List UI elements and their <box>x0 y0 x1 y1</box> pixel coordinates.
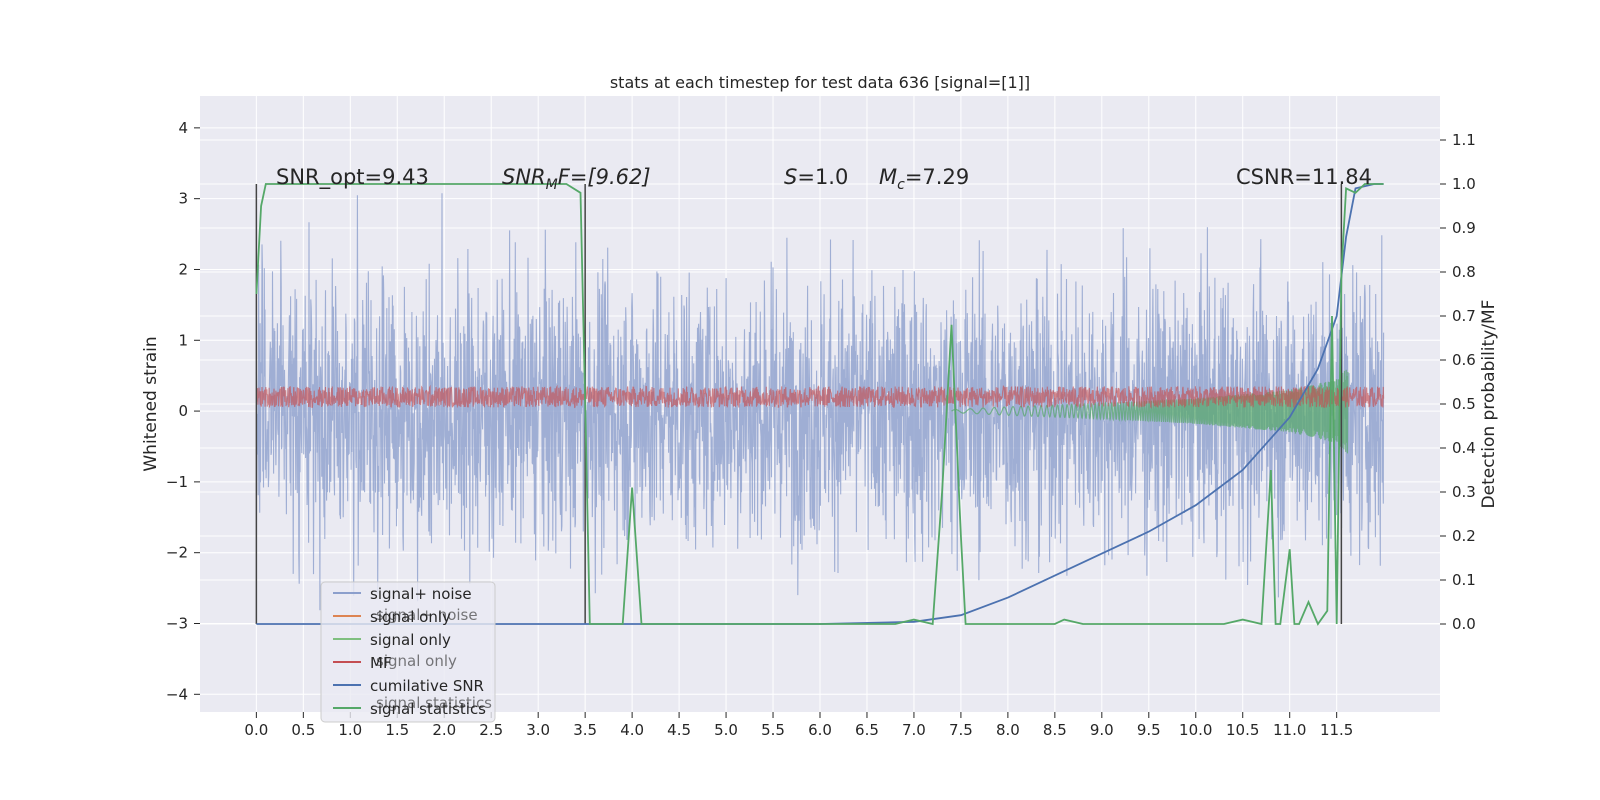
series-lines <box>255 183 1384 626</box>
y-right-tick-label: 1.1 <box>1452 131 1476 149</box>
annotation-s-value: S=1.0 <box>784 165 848 189</box>
x-tick-label: 4.0 <box>620 721 644 739</box>
x-tick-label: 3.5 <box>573 721 597 739</box>
x-tick-label: 1.0 <box>338 721 362 739</box>
x-tick-label: 2.5 <box>479 721 503 739</box>
mf-line <box>255 384 1385 409</box>
series-mf <box>255 384 1385 409</box>
legend-box <box>320 581 496 723</box>
legend-ghost-label: signal+ noise <box>376 606 478 624</box>
x-axis: 0.0 0.5 1.0 1.5 2.0 2.5 3.0 3.5 4.0 4.5 5.0 5.5 6.0 6… <box>244 712 1353 739</box>
annotation-csnr: CSNR=11.84 <box>1236 165 1372 189</box>
series-signal-plus-noise <box>255 193 1385 611</box>
y-right-tick-label: 0.5 <box>1452 395 1476 413</box>
y-tick-label: −2 <box>166 544 188 562</box>
x-tick-label: 6.0 <box>808 721 832 739</box>
y-right-tick-label: 0.3 <box>1452 483 1476 501</box>
signal-plus-noise-line <box>255 193 1385 611</box>
legend-ghost-label: signal only <box>376 652 457 670</box>
y-axis-label-left: Whitened strain <box>141 336 161 471</box>
annotation-mc-value: Mc=7.29 <box>879 165 969 193</box>
x-tick-label: 3.0 <box>526 721 550 739</box>
y-right-tick-label: 0.9 <box>1452 219 1476 237</box>
y-right-tick-label: 1.0 <box>1452 175 1476 193</box>
annotation-snr-mf: SNRMF=[9.62] <box>502 165 651 193</box>
y-right-tick-label: 0.8 <box>1452 263 1476 281</box>
y-tick-label: 0 <box>178 402 188 420</box>
legend-label-mf: MF <box>370 654 392 672</box>
y-right-tick-label: 0.7 <box>1452 307 1476 325</box>
y-right-tick-label: 0.6 <box>1452 351 1476 369</box>
x-tick-label: 4.5 <box>667 721 691 739</box>
x-tick-label: 8.0 <box>996 721 1020 739</box>
signal-statistics-line <box>255 183 1384 626</box>
x-tick-label: 9.0 <box>1090 721 1114 739</box>
legend-label-signal-plus-noise: signal+ noise <box>370 585 472 603</box>
x-tick-label: 10.0 <box>1179 721 1212 739</box>
x-tick-label: 6.5 <box>855 721 879 739</box>
x-tick-label: 5.5 <box>761 721 785 739</box>
y-tick-label: −4 <box>166 685 188 703</box>
x-tick-label: 9.5 <box>1137 721 1161 739</box>
grid-lines <box>200 96 1440 712</box>
y-tick-label: −3 <box>166 614 188 632</box>
y-axis-right: 0.0 0.1 0.2 0.3 0.4 0.5 0.6 0.7 0.8 0.9 1.0 1.1 <box>1440 131 1476 633</box>
x-tick-label: 8.5 <box>1043 721 1067 739</box>
legend-label-signal-statistics: signal statistics <box>370 700 486 718</box>
x-tick-label: 2.0 <box>432 721 456 739</box>
x-tick-label: 5.0 <box>714 721 738 739</box>
y-tick-label: 4 <box>178 119 188 137</box>
x-tick-label: 7.0 <box>902 721 926 739</box>
legend-ghost-label: signal statistics <box>376 694 492 712</box>
annotation-snr-opt: SNR_opt=9.43 <box>276 165 429 190</box>
legend-label-signal-only-green: signal only <box>370 631 451 649</box>
y-tick-label: −1 <box>166 473 188 491</box>
x-tick-label: 10.5 <box>1226 721 1259 739</box>
y-right-tick-label: 0.2 <box>1452 527 1476 545</box>
legend-label-signal-only-orange: signal only <box>370 608 451 626</box>
y-right-tick-label: 0.0 <box>1452 615 1476 633</box>
legend-label-cumulative-snr: cumilative SNR <box>370 677 484 695</box>
y-axis-label-right: Detection probability/MF <box>1479 300 1499 509</box>
x-tick-label: 1.5 <box>385 721 409 739</box>
chart-title: stats at each timestep for test data 636… <box>610 73 1030 92</box>
x-tick-label: 0.5 <box>291 721 315 739</box>
y-tick-label: 3 <box>178 190 188 208</box>
y-tick-label: 1 <box>178 331 188 349</box>
x-tick-label: 0.0 <box>244 721 268 739</box>
y-right-tick-label: 0.4 <box>1452 439 1476 457</box>
y-right-tick-label: 0.1 <box>1452 571 1476 589</box>
legend: signal+ noise signal only signal statist… <box>320 581 496 723</box>
x-tick-label: 11.5 <box>1320 721 1353 739</box>
y-tick-label: 2 <box>178 260 188 278</box>
x-tick-label: 7.5 <box>949 721 973 739</box>
y-axis-left: −4 −3 −2 −1 0 1 2 3 4 <box>166 119 200 703</box>
x-tick-label: 11.0 <box>1273 721 1306 739</box>
annotations: SNR_opt=9.43 SNRMF=[9.62] S=1.0 Mc=7.29 … <box>276 165 1372 193</box>
